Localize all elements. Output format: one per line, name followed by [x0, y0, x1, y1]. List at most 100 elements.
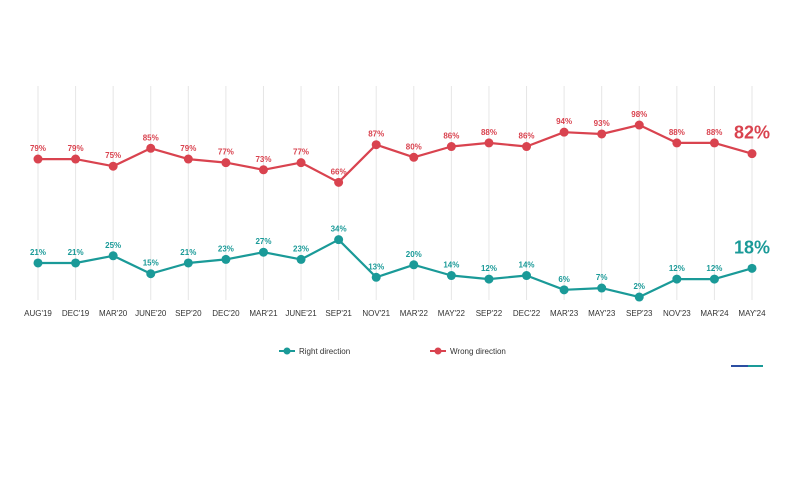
x-tick-label: NOV'21: [362, 309, 390, 318]
right-direction-data-label: 12%: [706, 264, 722, 273]
right-direction-data-label: 21%: [68, 248, 84, 257]
right-direction-data-label: 13%: [368, 262, 384, 271]
right-direction-point: [672, 274, 682, 284]
x-tick-label: SEP'22: [476, 309, 503, 318]
right-direction-point: [371, 272, 381, 282]
x-tick-label: JUNE'21: [285, 309, 317, 318]
x-tick-label: MAR'22: [400, 309, 429, 318]
right-direction-data-label: 7%: [596, 273, 608, 282]
wrong-direction-line: [38, 123, 753, 184]
right-direction-point: [258, 247, 268, 257]
wrong-direction-point: [371, 140, 381, 150]
wrong-direction-point: [183, 154, 193, 164]
wrong-direction-data-label: 66%: [331, 167, 347, 176]
series-lines: [38, 123, 753, 299]
right-direction-point: [446, 271, 456, 281]
right-direction-point: [709, 274, 719, 284]
wrong-direction-point: [296, 158, 306, 168]
wrong-direction-point: [709, 138, 719, 148]
right-direction-data-label: 20%: [406, 250, 422, 259]
wrong-direction-data-label: 87%: [368, 130, 384, 139]
wrong-direction-point: [672, 138, 682, 148]
wrong-direction-data-label: 88%: [706, 128, 722, 137]
x-tick-label: MAR'23: [550, 309, 579, 318]
x-tick-label: AUG'19: [24, 309, 52, 318]
wrong-direction-point: [71, 154, 81, 164]
wrong-direction-point: [221, 158, 231, 168]
right-direction-point: [146, 269, 156, 279]
wrong-direction-point: [409, 152, 419, 162]
wrong-direction-data-label: 77%: [218, 148, 234, 157]
wrong-direction-data-label: 73%: [255, 155, 271, 164]
x-tick-label: DEC'22: [513, 309, 541, 318]
right-direction-data-label: 34%: [331, 225, 347, 234]
right-direction-point: [559, 285, 569, 295]
right-direction-data-label: 6%: [558, 275, 570, 284]
wrong-direction-data-label: 85%: [143, 133, 159, 142]
x-tick-label: SEP'23: [626, 309, 653, 318]
x-axis-tick-labels: AUG'19 DEC'19 MAR'20 JUNE'20 SEP'20 DEC'20 MAR…: [24, 309, 766, 318]
x-tick-label: MAY'22: [438, 309, 466, 318]
wrong-direction-data-label: 77%: [293, 148, 309, 157]
wrong-direction-point: [334, 177, 344, 187]
wrong-direction-point: [33, 154, 43, 164]
right-direction-legend-label: Right direction: [299, 347, 350, 356]
wrong-direction-data-label: 79%: [30, 144, 46, 153]
right-direction-data-label: 12%: [481, 264, 497, 273]
right-direction-point: [597, 283, 607, 293]
right-direction-point: [221, 254, 231, 264]
x-tick-label: MAR'21: [249, 309, 278, 318]
right-direction-data-label: 12%: [669, 264, 685, 273]
wrong-direction-data-label: 79%: [180, 144, 196, 153]
x-tick-label: MAY'23: [588, 309, 616, 318]
wrong-direction-legend-swatch-dot: [434, 347, 442, 355]
right-direction-point: [33, 258, 43, 268]
right-direction-point: [522, 271, 532, 281]
right-direction-point: [334, 235, 344, 245]
wrong-direction-point: [522, 142, 532, 152]
wrong-direction-data-label: 86%: [519, 132, 535, 141]
wrong-direction-data-label: 75%: [105, 151, 121, 160]
legend: Right direction Wrong direction: [279, 347, 506, 356]
wrong-direction-point: [597, 129, 607, 139]
wrong-direction-data-label: 79%: [68, 144, 84, 153]
right-direction-data-label: 23%: [293, 244, 309, 253]
x-tick-label: DEC'19: [62, 309, 90, 318]
right-direction-data-label: 23%: [218, 244, 234, 253]
right-direction-point: [183, 258, 193, 268]
right-direction-point: [108, 251, 118, 261]
x-tick-label: MAY'24: [738, 309, 766, 318]
right-direction-data-label: 25%: [105, 241, 121, 250]
wrong-direction-point: [634, 120, 644, 130]
x-tick-label: MAR'20: [99, 309, 128, 318]
vertical-gridlines: [37, 86, 753, 300]
wrong-direction-point: [559, 127, 569, 137]
x-tick-label: NOV'23: [663, 309, 691, 318]
right-direction-data-label: 14%: [519, 261, 535, 270]
right-direction-data-label: 2%: [633, 282, 645, 291]
right-direction-data-label: 27%: [255, 237, 271, 246]
right-direction-legend-swatch-dot: [283, 347, 291, 355]
right-direction-data-label: 15%: [143, 259, 159, 268]
wrong-direction-data-label: 86%: [443, 132, 459, 141]
right-direction-point: [71, 258, 81, 268]
wrong-direction-data-label: 93%: [594, 119, 610, 128]
right-direction-data-label: 21%: [30, 248, 46, 257]
wrong-direction-point: [258, 165, 268, 175]
x-tick-label: SEP'20: [175, 309, 202, 318]
right-direction-data-label: 18%: [734, 237, 770, 257]
right-direction-line: [38, 238, 753, 299]
right-direction-point: [634, 292, 644, 302]
right-direction-point: [747, 263, 757, 273]
wrong-direction-data-label: 94%: [556, 117, 572, 126]
data-labels: 79% 79% 75% 85% 79% 77% 73% 77% 66% 87% 80% 86% 88% 8…: [30, 110, 770, 291]
x-tick-label: DEC'20: [212, 309, 240, 318]
right-direction-point: [296, 254, 306, 264]
wrong-direction-data-label: 88%: [669, 128, 685, 137]
wrong-direction-point: [108, 161, 118, 171]
wrong-direction-data-label: 88%: [481, 128, 497, 137]
data-points: [33, 120, 757, 302]
right-direction-data-label: 14%: [443, 261, 459, 270]
x-tick-label: MAR'24: [700, 309, 729, 318]
